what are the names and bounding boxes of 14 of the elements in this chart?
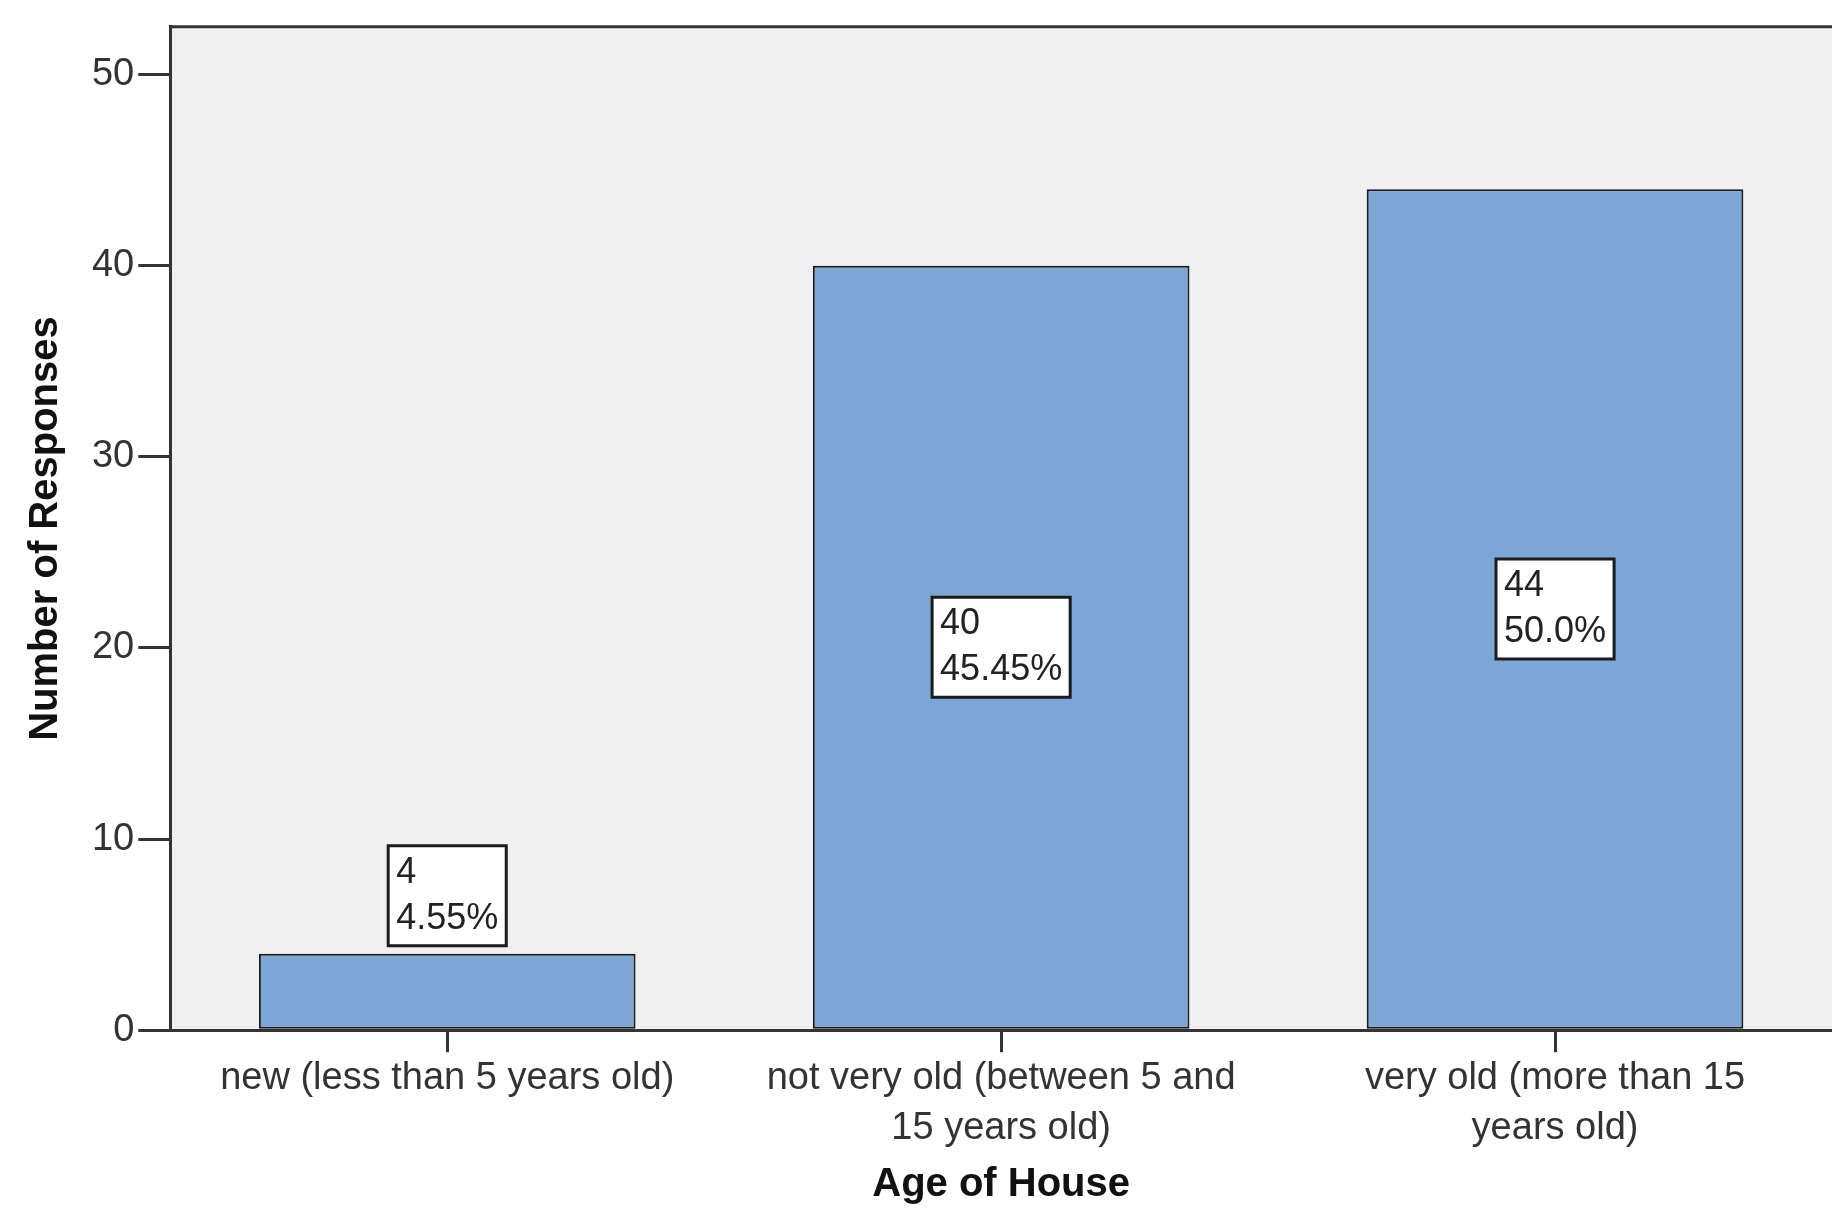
y-axis-title: Number of Responses [21,316,66,741]
x-tick-label: not very old (between 5 and 15 years old) [766,1055,1236,1147]
x-tick-label: very old (more than 15 years old) [1364,1055,1746,1147]
y-tick-label: 0 [113,1006,135,1049]
x-axis-title: Age of House [872,1160,1131,1205]
data-label: 44 50.0% [1504,562,1607,650]
y-tick-label: 20 [91,624,135,667]
y-tick-label: 50 [91,51,135,94]
data-label: 4 4.55% [396,849,499,937]
x-tick-label: new (less than 5 years old) [220,1055,675,1098]
y-tick-label: 10 [91,815,135,858]
y-tick-label: 30 [91,433,135,476]
y-tick-label: 40 [91,242,135,285]
data-label: 40 45.45% [940,601,1063,689]
